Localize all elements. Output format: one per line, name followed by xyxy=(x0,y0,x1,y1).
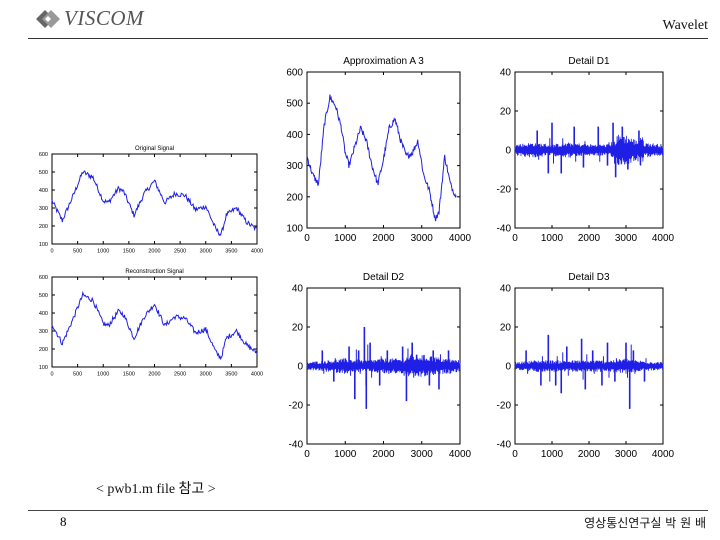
x-tick-label: 2000 xyxy=(578,233,601,244)
y-tick-label: 400 xyxy=(39,188,48,194)
x-tick-label: 0 xyxy=(512,233,518,244)
y-tick-label: 0 xyxy=(505,146,511,157)
x-tick-label: 2000 xyxy=(578,449,601,460)
x-tick-label: 2000 xyxy=(148,372,160,378)
x-tick-label: 500 xyxy=(73,249,82,255)
y-tick-label: 300 xyxy=(39,206,48,212)
x-tick-label: 2000 xyxy=(372,449,395,460)
chart-approximation_a3: Approximation A 3 0 1000 2000 3000 4000 100 200… xyxy=(286,56,471,244)
page-title: Wavelet xyxy=(662,18,708,33)
chart-title: Approximation A 3 xyxy=(343,56,424,67)
x-tick-label: 2000 xyxy=(148,249,160,255)
chart-reconstruction: Reconstruction Signal 0 500 1000 1500 2000 250… xyxy=(39,269,263,378)
chart-detail_d1: Detail D1 0 1000 2000 3000 4000 -40 -20 0 20 40 xyxy=(497,56,675,244)
plot-frame xyxy=(51,276,258,368)
x-tick-label: 0 xyxy=(512,449,518,460)
chart-title: Detail D3 xyxy=(568,272,610,283)
y-tick-label: 40 xyxy=(292,284,304,295)
chart-title: Detail D2 xyxy=(363,272,405,283)
y-tick-label: 500 xyxy=(286,99,303,110)
viscom-logo-icon xyxy=(36,10,60,28)
x-tick-label: 0 xyxy=(50,372,53,378)
y-tick-label: 0 xyxy=(505,362,511,373)
page-number: 8 xyxy=(60,514,67,529)
x-tick-label: 3000 xyxy=(200,372,212,378)
x-tick-label: 3000 xyxy=(615,449,638,460)
y-tick-label: 100 xyxy=(39,365,48,371)
x-tick-label: 3500 xyxy=(225,372,237,378)
header-divider xyxy=(28,38,708,39)
y-tick-label: -20 xyxy=(289,401,304,412)
x-tick-label: 1000 xyxy=(97,249,109,255)
x-tick-label: 3000 xyxy=(200,249,212,255)
chart-title: Original Signal xyxy=(135,146,174,152)
chart-detail_d3: Detail D3 0 1000 2000 3000 4000 -40 -20 0 20 40 xyxy=(497,272,675,460)
y-tick-label: 600 xyxy=(39,275,48,281)
x-tick-label: 4000 xyxy=(449,233,472,244)
x-tick-label: 2000 xyxy=(372,233,395,244)
chart-title: Reconstruction Signal xyxy=(125,269,183,275)
y-tick-label: 600 xyxy=(39,152,48,158)
signal-line xyxy=(51,290,258,361)
x-tick-label: 1500 xyxy=(123,249,135,255)
x-tick-label: 3500 xyxy=(225,249,237,255)
x-tick-label: 4000 xyxy=(251,372,263,378)
y-tick-label: 400 xyxy=(286,130,303,141)
x-tick-label: 0 xyxy=(304,233,310,244)
y-tick-label: -40 xyxy=(497,440,512,451)
signal-line xyxy=(306,354,461,377)
plot-frame xyxy=(51,153,258,245)
x-tick-label: 1000 xyxy=(541,233,564,244)
y-tick-label: 0 xyxy=(297,362,303,373)
x-tick-label: 0 xyxy=(50,249,53,255)
y-tick-label: 100 xyxy=(286,224,303,235)
x-tick-label: 500 xyxy=(73,372,82,378)
x-tick-label: 0 xyxy=(304,449,310,460)
x-tick-label: 2500 xyxy=(174,249,186,255)
x-tick-label: 2500 xyxy=(174,372,186,378)
y-tick-label: 300 xyxy=(39,329,48,335)
signal-line xyxy=(306,94,457,222)
y-tick-label: 200 xyxy=(39,347,48,353)
chart-title: Detail D1 xyxy=(568,56,610,67)
y-tick-label: 20 xyxy=(500,107,512,118)
chart-detail_d2: Detail D2 0 1000 2000 3000 4000 -40 -20 0 20 40 xyxy=(289,272,472,460)
chart-original: Original Signal 0 500 1000 1500 2000 2500 3000 3… xyxy=(39,146,263,255)
x-tick-label: 4000 xyxy=(449,449,472,460)
footer-author: 영상통신연구실 박 원 배 xyxy=(584,516,706,530)
figure-caption: < pwb1.m file 참고 > xyxy=(96,482,216,497)
y-tick-label: -40 xyxy=(497,224,512,235)
x-tick-label: 1500 xyxy=(123,372,135,378)
x-tick-label: 1000 xyxy=(541,449,564,460)
x-tick-label: 4000 xyxy=(652,449,675,460)
x-tick-label: 3000 xyxy=(411,449,434,460)
y-tick-label: 500 xyxy=(39,170,48,176)
y-tick-label: -40 xyxy=(289,440,304,451)
y-tick-label: 600 xyxy=(286,68,303,79)
logo-text: VISCOM xyxy=(64,6,144,30)
y-tick-label: 40 xyxy=(500,284,512,295)
x-tick-label: 3000 xyxy=(615,233,638,244)
y-tick-label: 200 xyxy=(39,224,48,230)
y-tick-label: 200 xyxy=(286,192,303,203)
footer-divider xyxy=(28,510,708,511)
y-tick-label: -20 xyxy=(497,401,512,412)
x-tick-label: 1000 xyxy=(334,233,357,244)
y-tick-label: -20 xyxy=(497,185,512,196)
x-tick-label: 4000 xyxy=(251,249,263,255)
x-tick-label: 1000 xyxy=(334,449,357,460)
y-tick-label: 500 xyxy=(39,293,48,299)
y-tick-label: 20 xyxy=(292,323,304,334)
y-tick-label: 100 xyxy=(39,242,48,248)
x-tick-label: 4000 xyxy=(652,233,675,244)
signal-line xyxy=(51,170,258,237)
y-tick-label: 400 xyxy=(39,311,48,317)
y-tick-label: 20 xyxy=(500,323,512,334)
y-tick-label: 40 xyxy=(500,68,512,79)
y-tick-label: 300 xyxy=(286,161,303,172)
x-tick-label: 3000 xyxy=(411,233,434,244)
x-tick-label: 1000 xyxy=(97,372,109,378)
signal-line xyxy=(514,358,664,374)
